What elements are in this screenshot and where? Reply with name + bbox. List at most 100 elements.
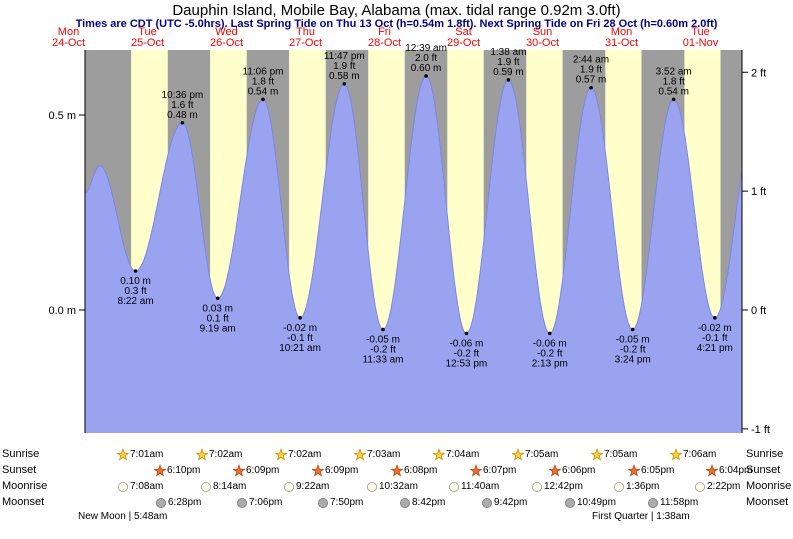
tide-extreme-marker [180,121,185,125]
high-tide-time-label: 3:52 am [656,66,692,77]
sunset-icon [628,464,640,477]
low-tide-ft-label: -0.2 ft [370,345,396,356]
tide-extreme-marker [215,296,220,301]
sunrise-time: 7:06am [683,449,717,460]
moonrise-icon [284,482,294,492]
moonset-icon [237,498,247,508]
moonrise-entry: 10:32am [366,480,418,493]
sunrise-icon [512,448,524,461]
sunset-entry: 6:09pm [312,464,358,477]
sunset-icon [549,464,561,477]
low-tide-time-label: 2:13 pm [532,358,568,369]
sunset-time: 6:10pm [167,465,201,476]
day-label-date: 26-Oct [209,37,243,49]
moonrise-entry: 2:22pm [694,480,740,493]
sunset-entry: 6:05pm [628,464,674,477]
sunrise-entry: 7:02am [275,448,321,461]
row-label-sunrise-right: Sunrise [746,448,784,460]
y-axis-label-right: -1 ft [751,424,770,436]
high-tide-time-label: 11:47 pm [324,51,365,62]
day-label: Sat 29-Oct [429,27,499,49]
sunset-entry: 6:04pm [706,464,752,477]
moonrise-time: 10:32am [379,481,418,492]
row-label-sunrise-left: Sunrise [2,448,40,460]
tide-extreme-marker [261,97,265,102]
tide-extreme-marker [630,327,635,332]
sunrise-icon [433,448,445,461]
high-tide-time-label: 10:36 pm [162,90,204,101]
sunset-icon [470,464,482,477]
moonset-time: 10:49pm [577,497,616,508]
high-tide-time-label: 1:38 am [490,47,526,58]
high-tide-m-label: 0.60 m [411,63,442,74]
high-tide-ft-label: 1.9 ft [580,65,602,76]
high-tide-m-label: 0.57 m [576,75,607,86]
low-tide-m-label: -0.05 m [616,335,650,346]
high-tide-ft-label: 1.8 ft [663,76,685,87]
low-tide-time-label: 10:21 am [279,343,321,354]
row-label-sunset-left: Sunset [2,464,37,476]
tide-extreme-marker [133,269,138,273]
low-tide-ft-label: 0.1 ft [207,313,229,324]
moonset-time: 9:42pm [494,497,528,508]
sunrise-entry: 7:01am [117,448,163,461]
sunset-time: 6:09pm [246,465,280,476]
low-tide-m-label: -0.02 m [283,323,317,334]
moonrise-entry: 8:14am [200,480,246,493]
moonrise-time: 7:08am [130,481,164,492]
moonset-icon [648,498,658,508]
sunset-time: 6:08pm [404,465,438,476]
moonset-icon [318,498,328,508]
sunset-time: 6:05pm [641,465,675,476]
moonset-entry: 6:28pm [155,496,201,509]
day-label: Sun 30-Oct [508,27,578,49]
sunrise-entry: 7:06am [670,448,716,461]
sunrise-entry: 7:02am [196,448,242,461]
moonrise-icon [118,482,128,492]
moonrise-time: 9:22am [296,481,330,492]
moonrise-entry: 7:08am [117,480,163,493]
sunset-time: 6:09pm [325,465,359,476]
sunrise-time: 7:01am [130,449,164,460]
moonset-time: 7:06pm [249,497,283,508]
day-label: Fri 28-Oct [350,27,420,49]
y-axis-label-left: 0.0 m [48,305,76,317]
day-label-weekday: Sat [455,26,472,38]
high-tide-time-label: 11:06 pm [243,66,284,77]
day-label-weekday: Sun [532,26,553,38]
sunrise-icon [117,448,129,461]
day-label-weekday: Tue [138,26,157,38]
day-label-weekday: Tue [691,26,710,38]
sunrise-entry: 7:03am [354,448,400,461]
day-label-weekday: Mon [57,26,80,38]
high-tide-m-label: 0.59 m [493,67,524,78]
sunrise-time: 7:04am [446,449,480,460]
moonset-icon [156,498,166,508]
low-tide-m-label: -0.06 m [449,338,483,349]
day-label: Mon 31-Oct [587,27,657,49]
moonrise-entry: 12:42pm [531,480,583,493]
day-label-date: 24-Oct [51,37,85,49]
moonrise-icon [532,482,542,492]
moonset-entry: 7:06pm [236,496,282,509]
sunrise-entry: 7:05am [591,448,637,461]
low-tide-ft-label: -0.1 ft [702,333,728,344]
sunrise-time: 7:05am [525,449,559,460]
sunset-time: 6:04pm [719,465,753,476]
low-tide-time-label: 8:22 am [118,296,154,307]
tide-extreme-marker [381,327,385,332]
moonrise-icon [614,482,624,492]
high-tide-ft-label: 1.9 ft [497,57,519,68]
tide-extreme-marker [506,78,511,82]
sunset-entry: 6:10pm [154,464,200,477]
day-label-date: 29-Oct [446,37,480,49]
moonset-entry: 7:50pm [317,496,363,509]
day-label-date: 30-Oct [525,37,559,49]
y-axis-label-right: 1 ft [751,186,766,198]
moonrise-time: 2:22pm [707,481,741,492]
moonrise-icon [367,482,377,492]
low-tide-time-label: 11:33 am [363,355,404,366]
sunset-icon [391,464,403,477]
sunrise-entry: 7:05am [512,448,558,461]
